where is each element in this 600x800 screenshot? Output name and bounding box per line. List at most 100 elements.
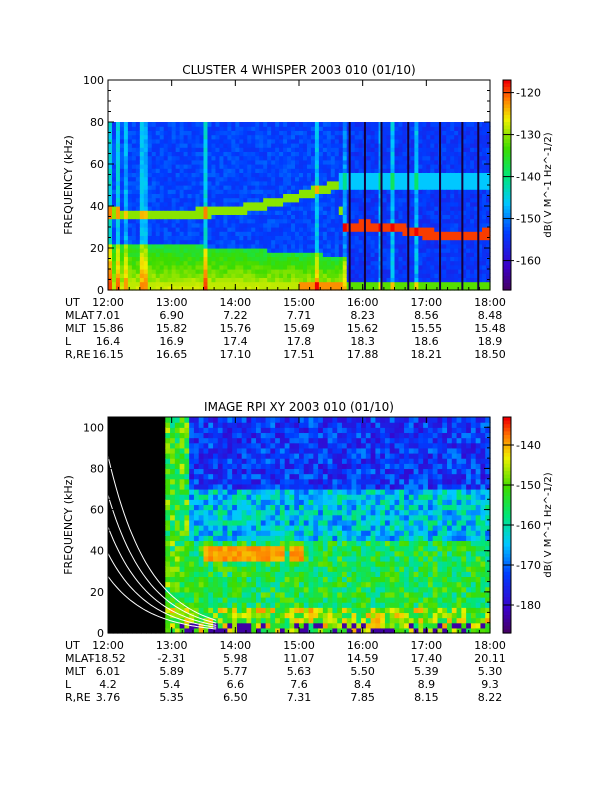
spectrogram-cell: [199, 168, 205, 173]
data-gap-cell: [150, 581, 157, 588]
spectrogram-cell: [147, 218, 153, 224]
spectrogram-cell: [259, 189, 264, 194]
spectrogram-cell: [271, 235, 276, 241]
spectrogram-cell: [179, 525, 186, 531]
spectrogram-cell: [462, 176, 467, 182]
spectrogram-cell: [187, 172, 193, 178]
spectrogram-cell: [334, 126, 340, 131]
spectrogram-cell: [458, 189, 463, 194]
spectrogram-cell: [426, 193, 431, 199]
spectrogram-cell: [231, 269, 236, 274]
spectrogram-cell: [259, 206, 264, 211]
data-gap-cell: [112, 530, 119, 536]
data-gap-cell: [117, 422, 123, 428]
spectrogram-cell: [462, 201, 467, 207]
spectrogram-cell: [410, 164, 415, 169]
data-gap-cell: [141, 525, 147, 531]
spectrogram-cell: [135, 180, 141, 186]
spectrogram-cell: [430, 227, 435, 232]
spectrogram-cell: [370, 168, 376, 173]
data-gap-cell: [155, 422, 162, 428]
spectrogram-cell: [302, 222, 308, 228]
spectrogram-cell: [310, 197, 316, 203]
spectrogram-cell: [231, 264, 236, 270]
spectrogram-cell: [446, 222, 451, 228]
spectrogram-cell: [263, 126, 268, 131]
spectrogram-cell: [314, 185, 320, 190]
spectrogram-cell: [243, 151, 248, 157]
spectrogram-cell: [386, 264, 392, 270]
spectrogram-cell: [402, 239, 408, 245]
spectrogram-cell: [183, 260, 189, 266]
spectrogram-cell: [322, 189, 328, 194]
spectrogram-cell: [394, 252, 400, 257]
spectrogram-cell: [215, 151, 221, 157]
spectrogram-cell: [143, 264, 149, 270]
spectrogram-cell: [410, 260, 415, 266]
spectrogram-cell: [139, 239, 145, 245]
spectrogram-cell: [482, 256, 487, 262]
spectrogram-cell: [198, 566, 205, 572]
spectrogram-cell: [219, 214, 224, 220]
data-gap-cell: [108, 519, 114, 526]
spectrogram-cell: [374, 239, 380, 245]
spectrogram-cell: [193, 514, 200, 521]
data-gap-cell: [127, 581, 133, 588]
spectrogram-cell: [151, 193, 157, 199]
spectrogram-cell: [131, 243, 137, 249]
spectrogram-cell: [189, 432, 195, 439]
spectrogram-cell: [386, 210, 392, 215]
spectrogram-cell: [259, 151, 264, 157]
colorbar-segment: [503, 230, 511, 235]
spectrogram-cell: [386, 155, 392, 161]
data-gap-cell: [117, 545, 123, 552]
spectrogram-cell: [454, 189, 459, 194]
spectrogram-cell: [291, 235, 296, 241]
spectrogram-cell: [143, 134, 149, 140]
spectrogram-cell: [159, 185, 165, 190]
spectrogram-cell: [426, 189, 431, 194]
colorbar-segment: [503, 160, 511, 165]
spectrogram-cell: [334, 122, 340, 127]
spectrogram-cell: [227, 185, 232, 190]
spectrogram-cell: [374, 197, 380, 203]
data-gap-cell: [131, 442, 138, 449]
spectrogram-cell: [350, 126, 356, 131]
spectrogram-cell: [193, 622, 200, 629]
spectrogram-cell: [275, 264, 280, 270]
y-tick-label: 20: [90, 242, 104, 255]
spectrogram-cell: [227, 277, 232, 283]
spectrogram-cell: [159, 151, 165, 157]
spectrogram-cell: [450, 214, 455, 220]
spectrogram-cell: [189, 535, 195, 542]
data-gap-cell: [108, 602, 114, 608]
spectrogram-cell: [171, 151, 177, 157]
spectrogram-cell: [430, 277, 435, 283]
spectrogram-cell: [165, 473, 171, 480]
data-gap-line: [380, 122, 383, 290]
spectrogram-cell: [179, 514, 186, 521]
ephemeris-value: 17.4: [223, 335, 248, 348]
spectrogram-cell: [203, 576, 209, 583]
spectrogram-cell: [199, 176, 205, 182]
spectrogram-cell: [111, 138, 117, 144]
spectrogram-cell: [334, 193, 340, 199]
spectrogram-cell: [159, 210, 165, 215]
spectrogram-cell: [135, 130, 141, 136]
spectrogram-cell: [398, 189, 404, 194]
spectrogram-cell: [322, 155, 328, 161]
spectrogram-cell: [251, 239, 256, 245]
spectrogram-cell: [127, 264, 133, 270]
spectrogram-cell: [430, 218, 435, 224]
spectrogram-cell: [211, 260, 217, 266]
spectrogram-cell: [195, 176, 201, 182]
spectrogram-cell: [390, 143, 396, 148]
spectrogram-cell: [267, 155, 272, 161]
spectrogram-cell: [259, 277, 264, 283]
spectrogram-cell: [314, 143, 320, 148]
spectrogram-cell: [215, 281, 221, 287]
spectrogram-cell: [208, 576, 214, 583]
spectrogram-cell: [370, 252, 376, 257]
spectrogram-cell: [287, 256, 292, 262]
spectrogram-cell: [211, 243, 217, 249]
